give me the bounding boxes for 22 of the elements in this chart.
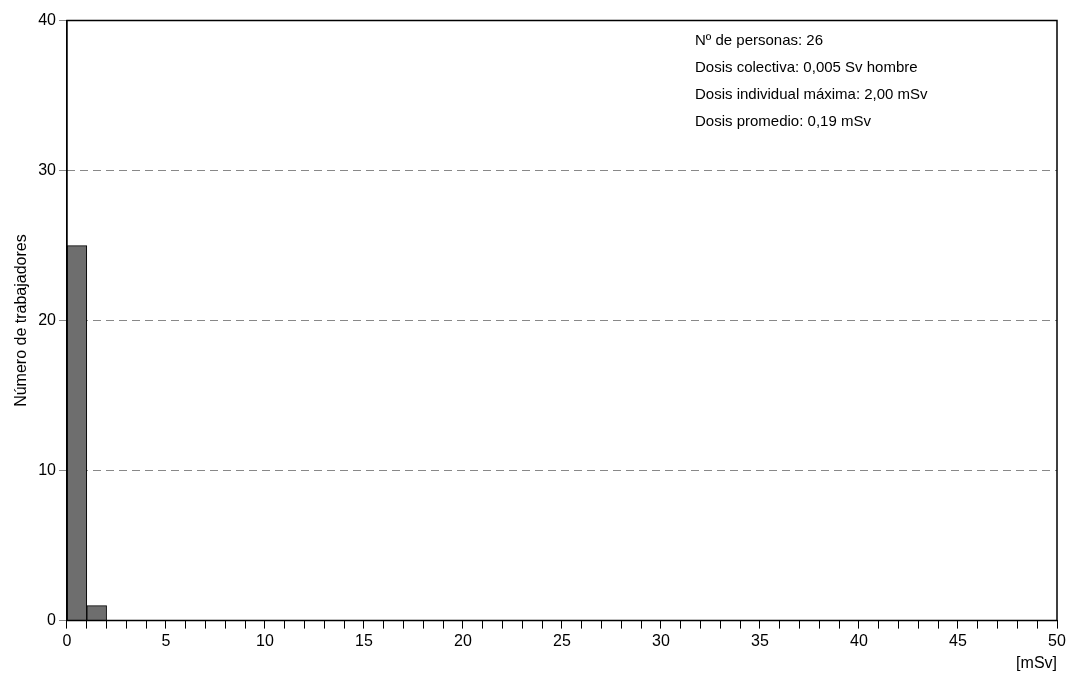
x-axis-title: [mSv] [1016,653,1057,671]
x-tick-label: 40 [850,631,868,649]
y-tick-label: 10 [38,461,57,479]
x-tick-label: 45 [949,631,967,649]
annotation: Dosis promedio: 0,19 mSv [695,111,872,129]
x-tick-label: 10 [256,631,274,649]
annotation: Dosis individual máxima: 2,00 mSv [695,84,929,102]
x-tick-label: 20 [454,631,472,649]
x-tick-label: 5 [161,631,171,649]
x-tick-label: 30 [652,631,670,649]
x-tick-label: 15 [355,631,373,649]
x-tick-label: 0 [62,631,72,649]
x-tick-label: 25 [553,631,571,649]
y-tick-label: 0 [47,611,57,629]
x-tick-label: 35 [751,631,769,649]
y-tick-label: 20 [38,311,57,329]
y-tick-label: 40 [38,11,57,29]
x-tick-label: 50 [1048,631,1066,649]
y-axis-title: Número de trabajadores [12,234,30,407]
y-tick-label: 30 [38,161,57,179]
annotation: Dosis colectiva: 0,005 Sv hombre [695,57,918,75]
annotation: Nº de personas: 26 [695,30,824,48]
